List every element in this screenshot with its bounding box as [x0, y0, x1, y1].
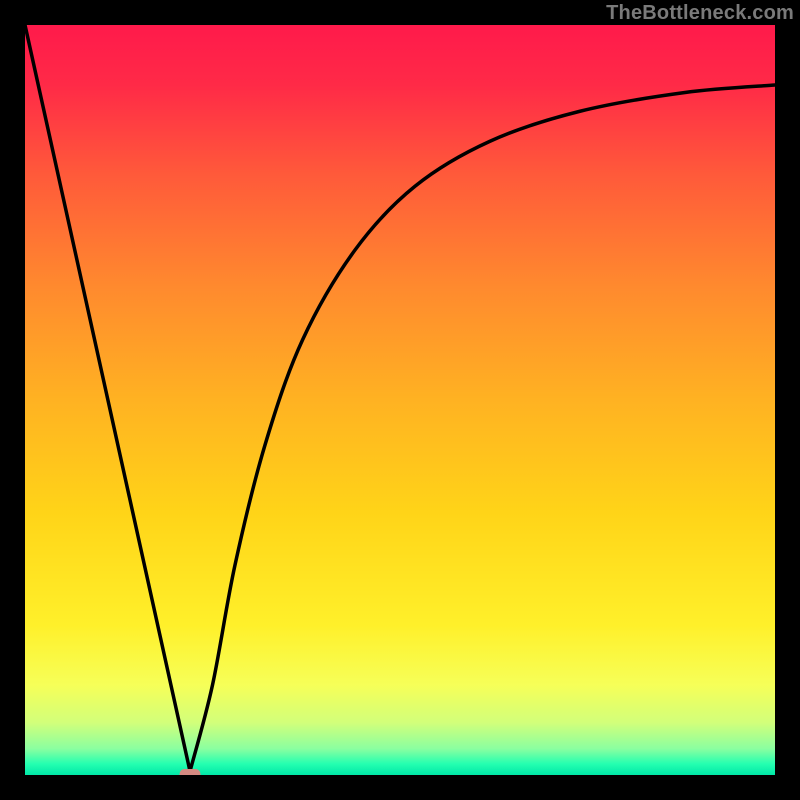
plot-area [25, 25, 775, 775]
curve-path [25, 25, 775, 771]
bottleneck-curve [25, 25, 775, 775]
figure-frame: TheBottleneck.com [0, 0, 800, 800]
watermark-text: TheBottleneck.com [606, 2, 794, 25]
valley-marker [180, 769, 201, 775]
